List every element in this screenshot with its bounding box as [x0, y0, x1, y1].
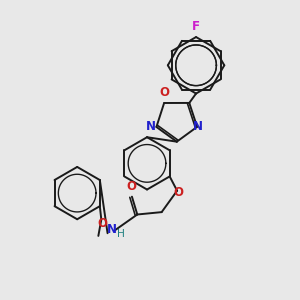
Text: F: F — [192, 20, 200, 34]
Text: N: N — [146, 120, 156, 134]
Text: N: N — [193, 120, 202, 133]
Text: H: H — [117, 229, 124, 239]
Text: N: N — [107, 223, 117, 236]
Text: O: O — [173, 186, 183, 199]
Text: O: O — [97, 217, 107, 230]
Text: O: O — [126, 180, 136, 193]
Text: O: O — [159, 86, 170, 99]
